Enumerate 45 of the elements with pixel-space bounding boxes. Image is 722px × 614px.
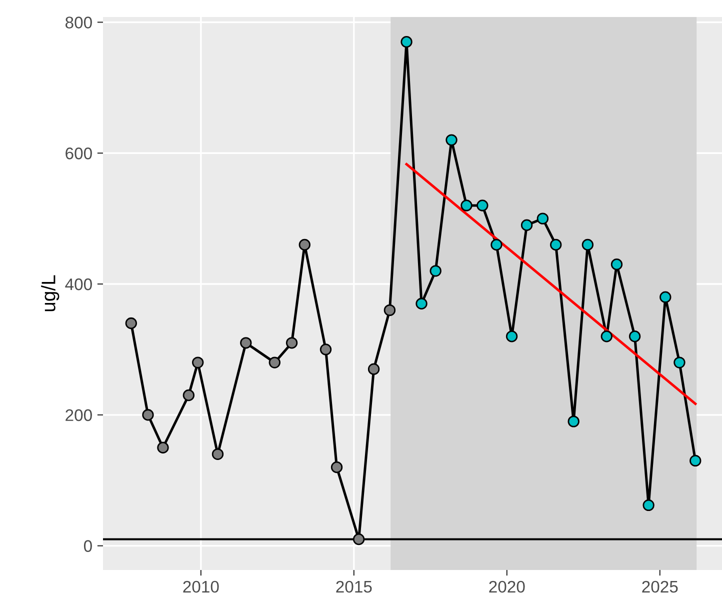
point xyxy=(506,330,518,342)
point xyxy=(125,317,137,330)
x-tick-label: 2020 xyxy=(489,580,525,593)
point xyxy=(476,200,488,212)
point xyxy=(690,454,702,467)
x-tick-label: 2015 xyxy=(336,580,372,593)
point xyxy=(660,291,672,303)
point xyxy=(330,461,343,474)
point xyxy=(384,304,396,316)
point xyxy=(430,265,442,277)
point xyxy=(142,409,154,421)
point xyxy=(182,389,195,402)
point xyxy=(416,298,428,310)
point xyxy=(628,330,641,342)
point xyxy=(446,134,458,146)
y-tick-label: 200 xyxy=(66,409,92,422)
point xyxy=(368,363,380,375)
point xyxy=(352,533,365,546)
point xyxy=(568,416,580,428)
point xyxy=(642,499,654,512)
point xyxy=(610,258,623,270)
point xyxy=(286,337,298,349)
point xyxy=(192,356,204,368)
point xyxy=(490,238,502,251)
point xyxy=(268,356,280,368)
point xyxy=(536,212,549,224)
y-tick-label: 0 xyxy=(84,540,92,552)
point xyxy=(674,356,686,368)
x-tick-label: 2025 xyxy=(642,580,678,593)
point xyxy=(520,219,533,231)
y-tick-label: 600 xyxy=(66,148,92,160)
point xyxy=(240,337,252,349)
point xyxy=(320,344,332,356)
y-tick-label: 400 xyxy=(65,278,92,290)
point xyxy=(600,330,612,342)
point xyxy=(400,36,412,48)
point xyxy=(460,200,472,212)
point xyxy=(212,448,224,460)
point xyxy=(298,238,310,251)
point xyxy=(157,442,169,454)
y-tick-label: 800 xyxy=(66,16,92,28)
y-axis-title: ug/L xyxy=(41,275,60,312)
point xyxy=(582,238,594,251)
point xyxy=(550,238,562,251)
x-tick-label: 2010 xyxy=(183,580,219,593)
